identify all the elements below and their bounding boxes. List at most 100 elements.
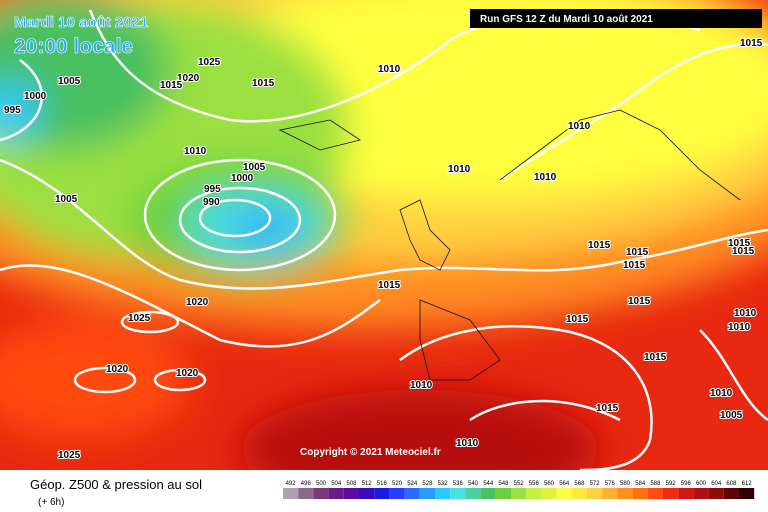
header: Mardi 10 août 2021 20:00 locale Run GFS … — [14, 9, 762, 58]
scale-swatch — [298, 488, 314, 499]
scale-swatch — [480, 488, 496, 499]
scale-label: 588 — [650, 481, 661, 487]
coastlines — [278, 109, 741, 381]
scale-label: 576 — [605, 481, 616, 487]
isobar-label: 990 — [203, 197, 220, 208]
isobar-label: 1015 — [378, 280, 401, 291]
scale-label: 564 — [559, 481, 570, 487]
isobar-label: 1015 — [740, 38, 763, 49]
isobar-label: 1015 — [732, 246, 755, 257]
scale-swatch — [708, 488, 724, 499]
scale-label: 556 — [529, 481, 540, 487]
scale-swatch — [739, 488, 755, 499]
scale-label: 548 — [498, 481, 509, 487]
isobar-label: 1010 — [410, 380, 433, 391]
scale-swatch — [374, 488, 390, 499]
scale-swatch — [526, 488, 542, 499]
scale-label: 584 — [635, 481, 646, 487]
scale-label: 496 — [301, 481, 312, 487]
isobar-label: 1005 — [58, 76, 81, 87]
scale-swatch — [602, 488, 618, 499]
scale-swatch — [571, 488, 587, 499]
scale-label: 600 — [696, 481, 707, 487]
scale-swatch — [419, 488, 435, 499]
scale-label: 580 — [620, 481, 631, 487]
isobar-label: 1025 — [58, 450, 81, 461]
isobar-label: 1015 — [160, 80, 183, 91]
scale-swatch — [343, 488, 359, 499]
scale-label: 500 — [316, 481, 327, 487]
isobar-label: 1000 — [231, 173, 254, 184]
scale-label: 504 — [331, 481, 342, 487]
scale-swatch — [693, 488, 709, 499]
scale-swatch — [283, 488, 299, 499]
isobar-label: 1010 — [378, 64, 401, 75]
isobar-label: 1010 — [456, 438, 479, 449]
isobar-label: 1010 — [184, 146, 207, 157]
scale-swatch — [435, 488, 451, 499]
scale-swatch — [541, 488, 557, 499]
scale-swatch — [723, 488, 739, 499]
scale-swatch — [465, 488, 481, 499]
date: Mardi 10 août 2021 — [14, 14, 148, 31]
isobar-label: 1005 — [720, 410, 743, 421]
isobar-label: 1025 — [128, 313, 151, 324]
isobar-label: 1015 — [644, 352, 667, 363]
scale-swatch — [678, 488, 694, 499]
scale-label: 532 — [438, 481, 449, 487]
scale-swatch — [511, 488, 527, 499]
isobar-label: 995 — [4, 105, 21, 116]
isobar-label: 1020 — [176, 368, 199, 379]
scale-label: 592 — [666, 481, 677, 487]
legend-subtitle: (+ 6h) — [38, 497, 64, 508]
scale-label: 552 — [514, 481, 525, 487]
isobar-label: 1025 — [198, 57, 221, 68]
scale-label: 524 — [407, 481, 418, 487]
scale-label: 612 — [742, 481, 753, 487]
isobar-label: 1010 — [728, 322, 751, 333]
time: 20:00 locale — [14, 35, 133, 58]
legend-title: Géop. Z500 & pression au sol — [30, 477, 202, 492]
isobar-label: 1015 — [623, 260, 646, 271]
scale-label: 596 — [681, 481, 692, 487]
scale-label: 508 — [346, 481, 357, 487]
scale-swatch — [404, 488, 420, 499]
color-scale: 492 496 500 504 508 512 516 520 524 528 532 536 540 5… — [283, 481, 755, 499]
isobar-label: 1000 — [24, 91, 47, 102]
isobar-label: 1015 — [596, 403, 619, 414]
scale-swatch — [663, 488, 679, 499]
isobar-label: 1005 — [55, 194, 78, 205]
scale-label: 604 — [711, 481, 722, 487]
scale-label: 544 — [483, 481, 494, 487]
scale-swatch — [495, 488, 511, 499]
scale-swatch — [617, 488, 633, 499]
isobar-label: 1005 — [243, 162, 266, 173]
isobar-label: 1010 — [734, 308, 757, 319]
scale-swatch — [328, 488, 344, 499]
scale-swatch — [632, 488, 648, 499]
isobar-label: 1010 — [710, 388, 733, 399]
scale-label: 528 — [422, 481, 433, 487]
scale-swatch — [313, 488, 329, 499]
run-banner — [470, 9, 762, 28]
isobar-label: 1015 — [628, 296, 651, 307]
scale-swatch — [359, 488, 375, 499]
run-label: Run GFS 12 Z du Mardi 10 août 2021 — [480, 14, 653, 25]
isobar-label: 1010 — [448, 164, 471, 175]
scale-label: 560 — [544, 481, 555, 487]
isobar-label: 1020 — [106, 364, 129, 375]
isobar-label: 1015 — [626, 247, 649, 258]
copyright: Copyright © 2021 Meteociel.fr — [300, 447, 441, 458]
scale-label: 536 — [453, 481, 464, 487]
scale-swatch — [587, 488, 603, 499]
scale-swatch — [450, 488, 466, 499]
isobar-label: 1015 — [728, 238, 751, 249]
isobar-label: 1010 — [534, 172, 557, 183]
scale-label: 520 — [392, 481, 403, 487]
scale-label: 516 — [377, 481, 388, 487]
scale-swatch — [647, 488, 663, 499]
scale-label: 512 — [362, 481, 373, 487]
